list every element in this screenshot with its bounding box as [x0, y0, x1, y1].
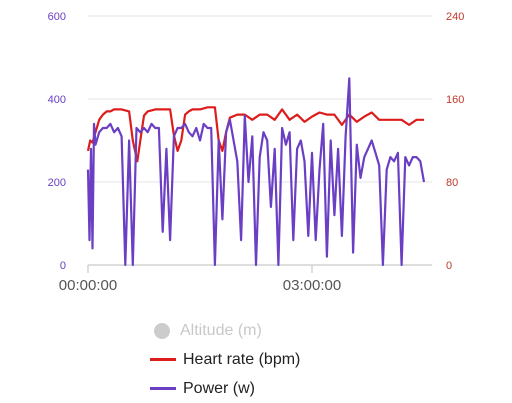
y-right-tick-label: 160 [446, 94, 464, 106]
altitude-swatch [154, 322, 170, 339]
legend-item-altitude[interactable]: Altitude (m) [150, 316, 300, 345]
legend-label-power: Power (w) [183, 379, 256, 397]
x-tick-label: 00:00:00 [59, 277, 117, 294]
heart-rate-swatch [150, 358, 176, 361]
legend-label-altitude: Altitude (m) [180, 321, 262, 339]
legend: Altitude (m) Heart rate (bpm) Power (w) [150, 316, 300, 403]
legend-item-power[interactable]: Power (w) [150, 374, 300, 403]
series-line-heart-rate [86, 106, 424, 163]
x-tick-label: 03:00:00 [283, 277, 341, 294]
y-right-tick-label: 0 [446, 260, 452, 272]
y-right-tick-label: 240 [446, 11, 464, 23]
legend-item-heart-rate[interactable]: Heart rate (bpm) [150, 345, 300, 374]
y-left-tick-label: 400 [48, 94, 66, 106]
power-swatch [150, 387, 176, 390]
line-chart: 0 200 400 600 0 80 160 240 00:00:00 03:00:00 [48, 11, 465, 294]
legend-label-heart-rate: Heart rate (bpm) [183, 350, 301, 368]
y-left-tick-label: 0 [60, 260, 66, 272]
y-right-tick-label: 80 [446, 177, 458, 189]
y-left-tick-label: 600 [48, 11, 66, 23]
y-left-tick-label: 200 [48, 177, 66, 189]
series-line-power [86, 77, 426, 267]
